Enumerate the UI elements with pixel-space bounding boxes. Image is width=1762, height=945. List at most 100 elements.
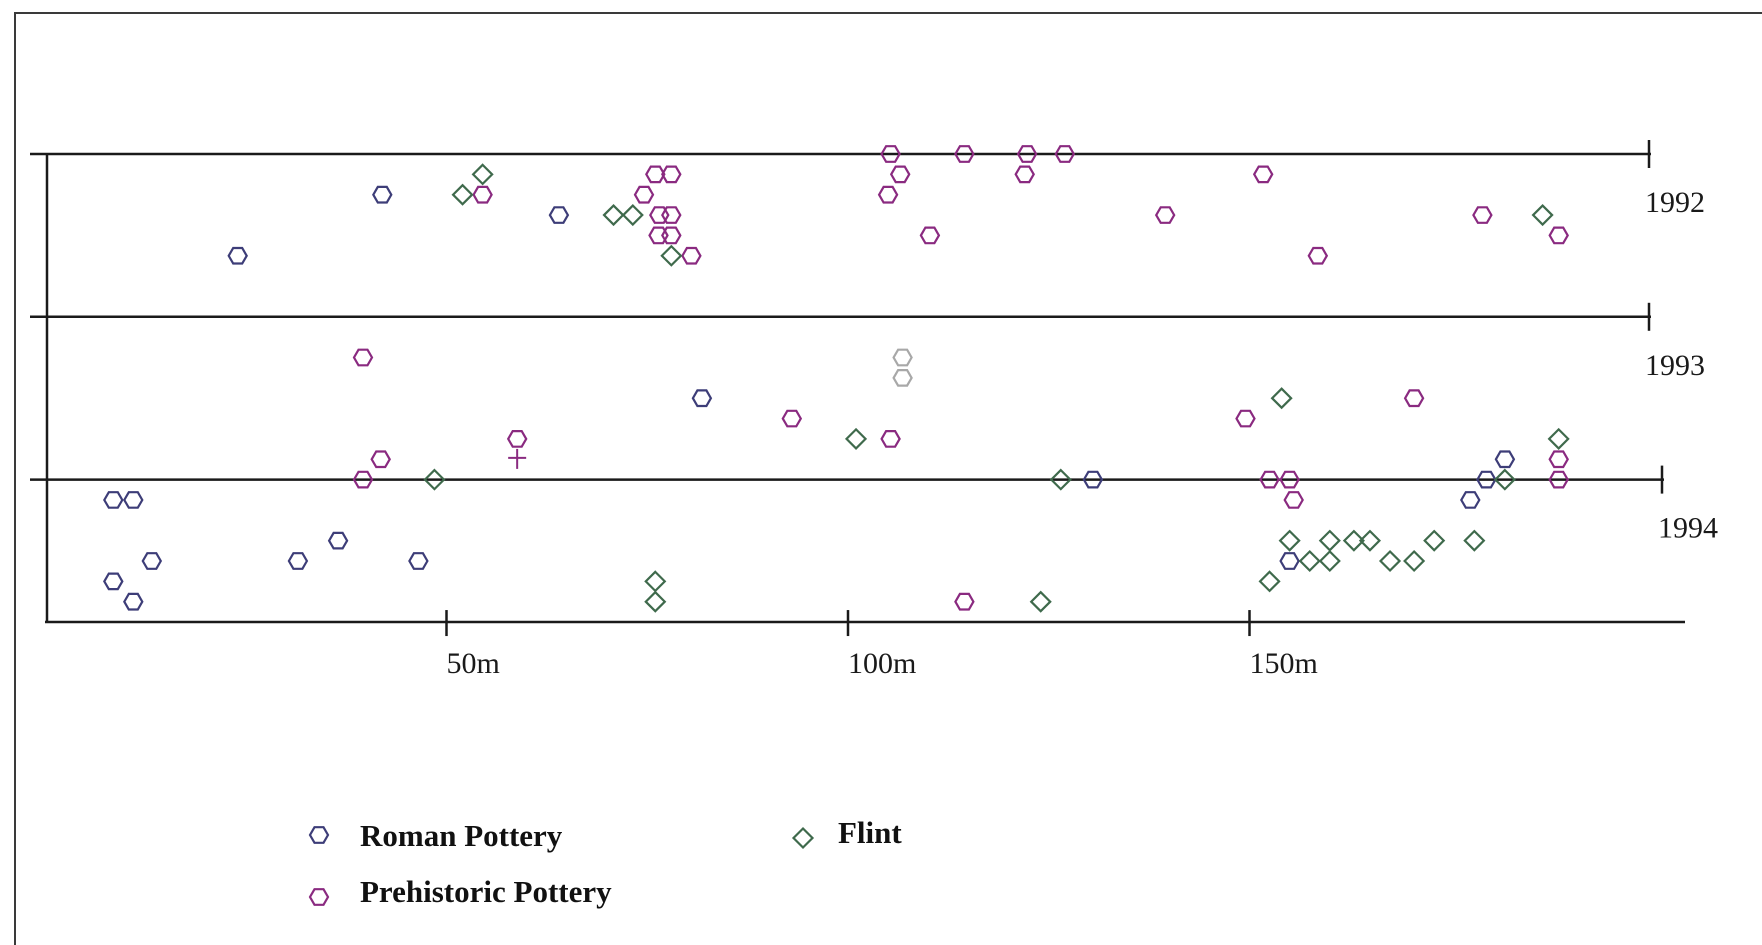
axes-group: 1992 1993 1994 xyxy=(30,140,1718,624)
flint-point-2 xyxy=(602,203,625,227)
legend-marker-prehistoric-pottery xyxy=(308,888,330,906)
roman-pottery-point-2 xyxy=(548,206,570,224)
roman-pottery-point-6 xyxy=(1494,450,1516,469)
prehistoric-pottery-point-15 xyxy=(1472,206,1493,224)
prehistoric-pottery-point-23 xyxy=(1403,389,1425,408)
flint-point-1 xyxy=(451,183,474,206)
flint-point-5 xyxy=(1531,203,1554,227)
flint-point-8 xyxy=(423,468,446,491)
flint-point-25 xyxy=(1029,590,1052,613)
legend-marker-roman-pottery xyxy=(308,826,330,844)
legend: Roman Pottery Flint Prehistoric Pottery xyxy=(308,815,902,909)
prehistoric-pottery-point-24 xyxy=(781,409,803,428)
year-label-1993: 1993 xyxy=(1645,349,1705,382)
roman-pottery-point-0 xyxy=(227,246,248,265)
roman-pottery-point-13 xyxy=(103,572,124,591)
flint-point-6 xyxy=(1270,387,1293,410)
flint-point-12 xyxy=(1278,529,1301,552)
prehistoric-pottery-point-33 xyxy=(1283,491,1304,509)
prehistoric-pottery-point-21 xyxy=(1548,226,1569,245)
roman-pottery-point-8 xyxy=(123,491,144,509)
flint-point-7 xyxy=(844,427,868,450)
legend-label-flint: Flint xyxy=(838,815,902,850)
roman-pottery-point-4 xyxy=(1082,470,1104,489)
points-group xyxy=(103,145,1570,613)
legend-marker-flint xyxy=(791,826,815,850)
flint-point-19 xyxy=(1403,549,1426,573)
prehistoric-pottery-point-13 xyxy=(661,206,682,224)
prehistoric-pottery-point-10 xyxy=(633,185,655,204)
prehistoric-pottery-point-19 xyxy=(681,246,702,265)
prehistoric-pottery-point-5 xyxy=(1252,165,1274,184)
prehistoric-pottery-point-9 xyxy=(472,185,493,204)
flint-point-22 xyxy=(644,570,667,593)
prehistoric-pottery-point-2 xyxy=(1016,145,1038,163)
flint-point-17 xyxy=(1358,529,1382,552)
faint-point-1 xyxy=(892,369,913,387)
flint-point-4 xyxy=(660,244,683,267)
prehistoric-pottery-point-22 xyxy=(352,348,374,367)
prehistoric-pottery-point-8 xyxy=(661,165,682,184)
roman-pottery-point-16 xyxy=(1460,491,1481,509)
prehistoric-pottery-point-3 xyxy=(1054,145,1076,163)
flint-point-11 xyxy=(1493,468,1516,491)
figure-frame xyxy=(14,12,1762,945)
flint-point-0 xyxy=(471,163,494,186)
prehistoric-pottery-point-35 xyxy=(954,592,975,611)
prehistoric-pottery-point-25 xyxy=(1235,409,1256,428)
prehistoric-pottery-point-1 xyxy=(954,145,975,163)
x-tick-label-150: 150m xyxy=(1250,647,1318,680)
legend-label-roman-pottery: Roman Pottery xyxy=(360,818,563,853)
prehistoric-pottery-point-17 xyxy=(648,226,669,245)
prehistoric-pottery-point-29 xyxy=(1548,450,1569,469)
prehistoric-pottery-point-20 xyxy=(1307,246,1329,265)
roman-pottery-point-1 xyxy=(372,185,393,204)
roman-pottery-point-12 xyxy=(408,552,429,570)
year-label-1992: 1992 xyxy=(1645,186,1705,219)
roman-pottery-point-11 xyxy=(327,531,349,550)
prehistoric-pottery-point-4 xyxy=(889,165,911,184)
flint-point-15 xyxy=(1298,549,1321,573)
prehistoric-pottery-point-12 xyxy=(649,206,670,224)
prehistoric-pottery-point-7 xyxy=(645,165,666,184)
prehistoric-pottery-point-18 xyxy=(661,226,682,245)
flint-point-14 xyxy=(1342,529,1365,552)
prehistoric-pottery-point-16 xyxy=(919,226,941,245)
prehistoric-pottery-point-14 xyxy=(1154,206,1176,224)
prehistoric-pottery-point-6 xyxy=(1014,165,1035,184)
roman-pottery-point-14 xyxy=(123,592,144,611)
prehistoric-pottery-point-34 xyxy=(1548,470,1569,489)
roman-pottery-point-5 xyxy=(1476,470,1497,489)
flint-point-20 xyxy=(1423,529,1446,552)
roman-pottery-point-9 xyxy=(141,552,163,570)
flint-point-9 xyxy=(1049,468,1072,491)
prehistoric-pottery-point-27 xyxy=(880,430,901,448)
legend-label-prehistoric-pottery: Prehistoric Pottery xyxy=(360,874,612,909)
roman-pottery-point-3 xyxy=(691,389,713,408)
year-label-1994: 1994 xyxy=(1658,512,1718,545)
faint-point-0 xyxy=(892,348,913,367)
flint-point-16 xyxy=(1318,549,1341,573)
flint-point-18 xyxy=(1378,549,1402,573)
x-tick-label-50: 50m xyxy=(447,647,500,680)
x-tick-label-100: 100m xyxy=(848,647,916,680)
flint-point-3 xyxy=(621,203,644,227)
prehistoric-pottery-point-28 xyxy=(370,450,391,469)
prehistoric-pottery-point-32 xyxy=(1279,470,1300,489)
roman-pottery-point-7 xyxy=(103,491,124,509)
flint-point-23 xyxy=(644,590,667,613)
flint-point-10 xyxy=(1547,427,1570,450)
flint-point-13 xyxy=(1318,529,1341,552)
roman-pottery-point-15 xyxy=(1279,552,1300,570)
x-ticks-group: 50m 100m 150m xyxy=(445,610,1318,680)
prehistoric-pottery-point-0 xyxy=(880,145,901,163)
flint-point-24 xyxy=(1258,570,1281,593)
prehistoric-pottery-point-11 xyxy=(877,185,899,204)
prehistoric-pottery-point-30 xyxy=(352,470,374,489)
flint-point-21 xyxy=(1463,529,1486,552)
roman-pottery-point-10 xyxy=(287,552,309,570)
prehistoric-pottery-point-26 xyxy=(506,430,528,448)
prehistoric-pottery-point-31 xyxy=(1259,470,1280,489)
